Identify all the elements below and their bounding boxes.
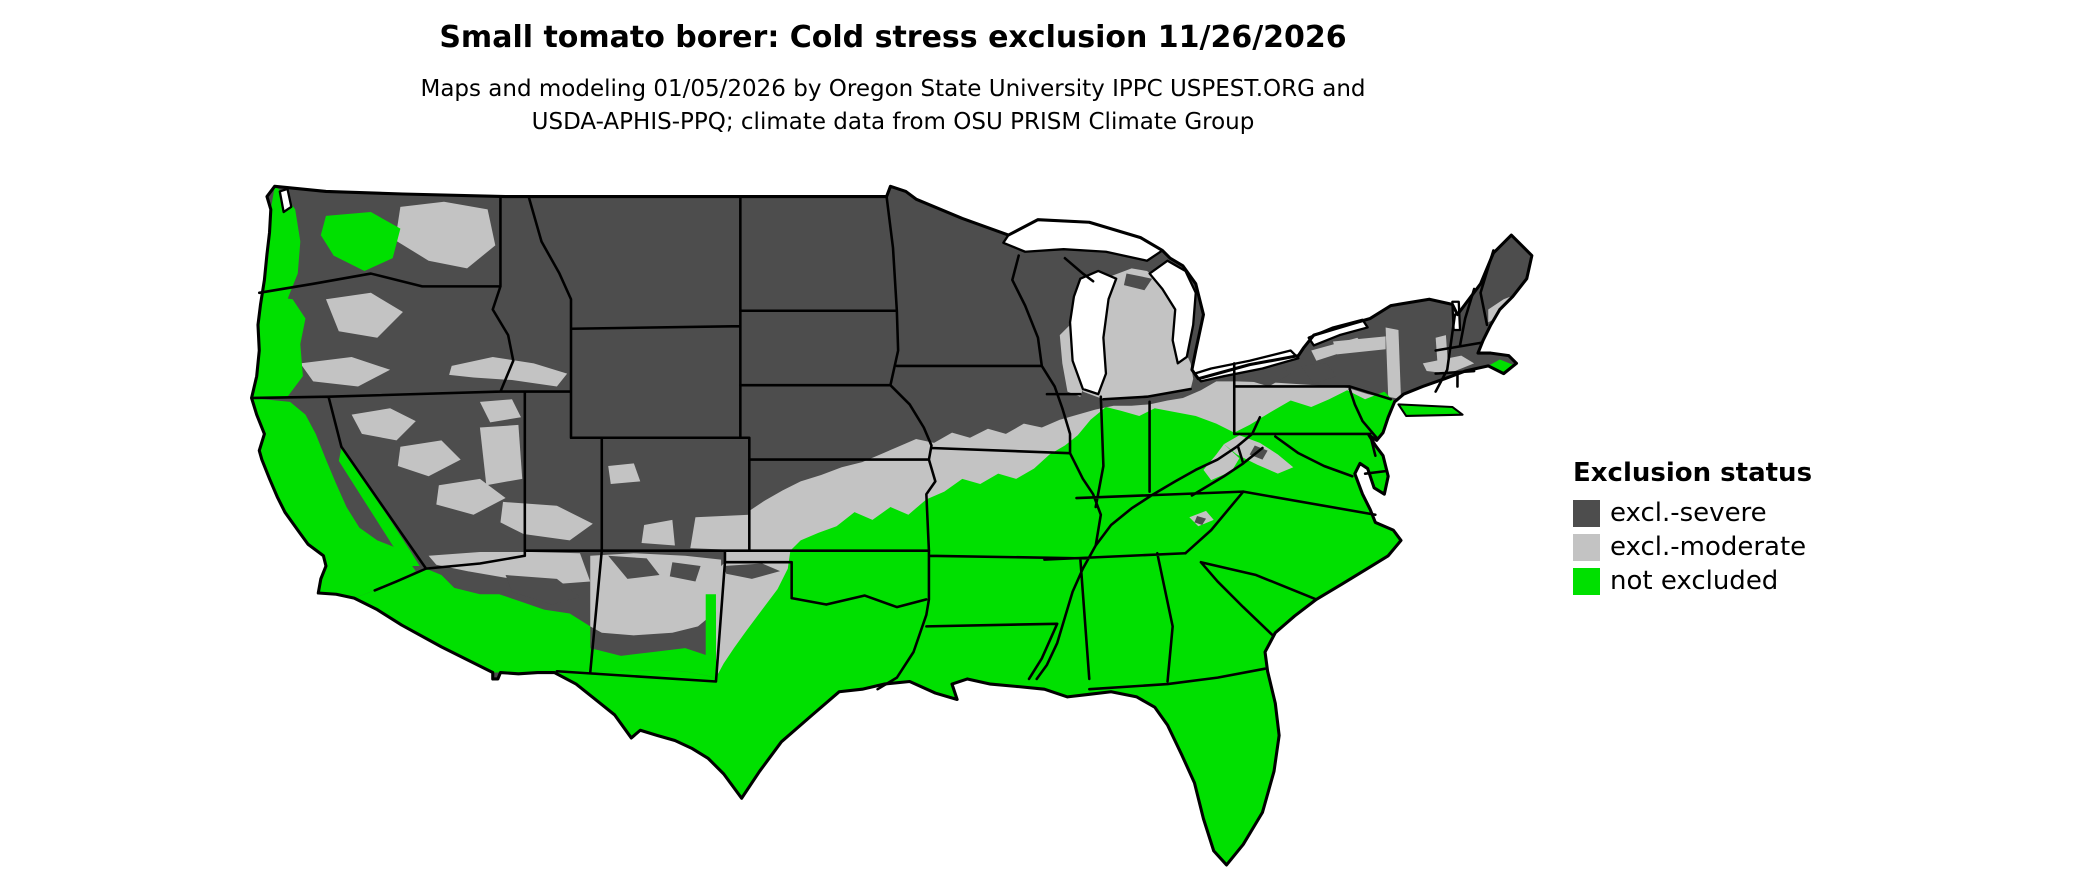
legend-label-moderate: excl.-moderate [1610, 532, 1807, 562]
moderate-colorado-se [690, 514, 750, 551]
moderate-ct-valley [1435, 335, 1449, 374]
us-cold-stress-exclusion-map [249, 170, 1537, 880]
state-borders-east [1184, 249, 1495, 637]
severe-pennsylvania-plateau-2 [1300, 363, 1337, 384]
severe-texas-panhandle-top [723, 563, 781, 579]
state-borders-central [739, 195, 1267, 691]
page-title: Small tomato borer: Cold stress exclusio… [439, 20, 1347, 55]
puget-sound [278, 187, 293, 214]
map-legend: Exclusion status excl.-severe excl.-mode… [1573, 458, 1812, 600]
subtitle-line-1: Maps and modeling 01/05/2026 by Oregon S… [420, 76, 1366, 102]
green-columbia-basin [320, 211, 401, 271]
green-california [251, 397, 416, 599]
legend-title: Exclusion status [1573, 458, 1813, 488]
green-nevada-border-strip [338, 448, 420, 567]
legend-label-severe: excl.-severe [1610, 498, 1767, 528]
severe-smokies-speck [1194, 516, 1207, 525]
green-south-east-mass [554, 390, 1402, 865]
green-oregon-valley [251, 296, 306, 398]
green-arizona [354, 568, 591, 673]
legend-row-severe: excl.-severe [1573, 498, 1812, 528]
moderate-ontario-shore [1311, 337, 1364, 361]
severe-accent-layer [505, 273, 1337, 605]
legend-row-not-excluded: not excluded [1573, 566, 1812, 596]
page-subtitle: Maps and modeling 01/05/2026 by Oregon S… [249, 73, 1537, 140]
moderate-nevada-1 [351, 408, 416, 441]
lake-huron [1148, 259, 1197, 365]
moderate-oregon-plateau-2 [300, 356, 391, 387]
moderate-color-swatch [1573, 533, 1600, 561]
moderate-central-band [715, 381, 1391, 679]
legend-label-not-excluded: not excluded [1610, 566, 1779, 596]
moderate-nevada-2 [397, 440, 461, 477]
moderate-oregon-plateau-1 [325, 292, 403, 338]
not-excluded-color-swatch [1573, 567, 1600, 595]
moderate-wisconsin-shore [1059, 324, 1083, 397]
us-map-svg [250, 184, 1534, 867]
severe-new-mexico-north-1 [608, 555, 660, 579]
severe-color-swatch [1573, 499, 1600, 527]
lake-michigan [1068, 269, 1118, 396]
green-new-mexico-east [705, 594, 716, 674]
long-island [1397, 403, 1464, 417]
legend-row-moderate: excl.-moderate [1573, 532, 1812, 562]
moderate-hudson-valley [1385, 327, 1402, 400]
lake-ontario [1307, 318, 1369, 347]
severe-michigan-tip [1123, 273, 1153, 291]
map-header: Small tomato borer: Cold stress exclusio… [249, 0, 1537, 140]
moderate-arizona-north [428, 551, 591, 585]
moderate-nevada-4 [479, 399, 521, 423]
moderate-san-luis-valley [641, 519, 675, 546]
us-outline [250, 184, 1534, 867]
moderate-east-washington [395, 201, 496, 269]
moderate-colorado-west [608, 463, 641, 484]
not-excluded-region-layer [251, 186, 1513, 865]
state-borders-west [250, 195, 931, 683]
moderate-nevada-3 [436, 478, 506, 515]
severe-arizona-highlands [505, 575, 580, 605]
green-new-mexico-south [590, 648, 716, 678]
moderate-new-mexico-central [590, 553, 722, 636]
subtitle-line-2: USDA-APHIS-PPQ; climate data from OSU PR… [531, 109, 1255, 136]
moderate-utah-west [479, 424, 523, 486]
severe-new-mexico-north-2 [669, 562, 701, 582]
